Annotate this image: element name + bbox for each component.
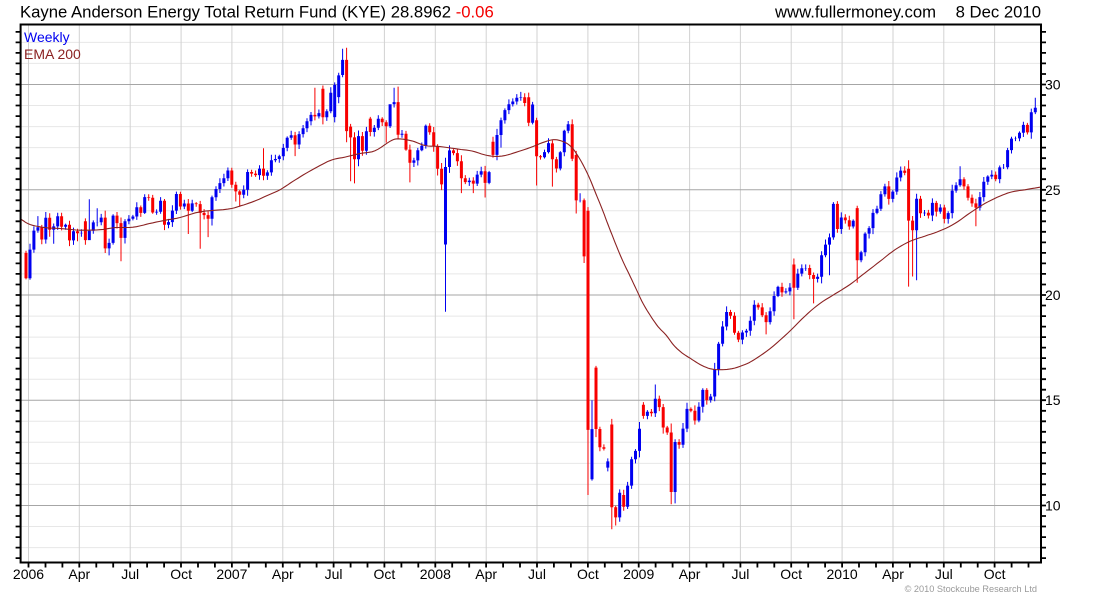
svg-text:Weekly: Weekly bbox=[24, 29, 70, 45]
svg-text:Oct: Oct bbox=[577, 566, 599, 582]
svg-text:2008: 2008 bbox=[420, 566, 451, 582]
svg-text:Apr: Apr bbox=[272, 566, 294, 582]
svg-text:15: 15 bbox=[1045, 392, 1061, 408]
svg-text:25: 25 bbox=[1045, 182, 1061, 198]
svg-text:Jul: Jul bbox=[731, 566, 749, 582]
svg-text:Apr: Apr bbox=[882, 566, 904, 582]
svg-text:10: 10 bbox=[1045, 498, 1061, 514]
svg-text:© 2010 Stockcube Research Ltd: © 2010 Stockcube Research Ltd bbox=[905, 584, 1037, 594]
svg-text:Oct: Oct bbox=[374, 566, 396, 582]
svg-text:www.fullermoney.com: www.fullermoney.com bbox=[774, 3, 936, 22]
svg-text:2006: 2006 bbox=[13, 566, 44, 582]
svg-text:EMA 200: EMA 200 bbox=[24, 46, 81, 62]
svg-text:20: 20 bbox=[1045, 287, 1061, 303]
svg-text:Jul: Jul bbox=[528, 566, 546, 582]
svg-text:Oct: Oct bbox=[984, 566, 1006, 582]
svg-text:Jul: Jul bbox=[325, 566, 343, 582]
svg-text:2010: 2010 bbox=[827, 566, 858, 582]
svg-text:Jul: Jul bbox=[935, 566, 953, 582]
svg-text:Apr: Apr bbox=[475, 566, 497, 582]
svg-text:8 Dec 2010: 8 Dec 2010 bbox=[956, 3, 1041, 22]
svg-text:Oct: Oct bbox=[780, 566, 802, 582]
svg-text:2007: 2007 bbox=[216, 566, 247, 582]
svg-text:Kayne Anderson Energy Total Re: Kayne Anderson Energy Total Return Fund … bbox=[20, 3, 494, 22]
svg-text:Apr: Apr bbox=[68, 566, 90, 582]
svg-text:Oct: Oct bbox=[170, 566, 192, 582]
svg-text:Apr: Apr bbox=[679, 566, 701, 582]
svg-text:30: 30 bbox=[1045, 77, 1061, 93]
svg-text:Jul: Jul bbox=[121, 566, 139, 582]
svg-text:2009: 2009 bbox=[623, 566, 654, 582]
